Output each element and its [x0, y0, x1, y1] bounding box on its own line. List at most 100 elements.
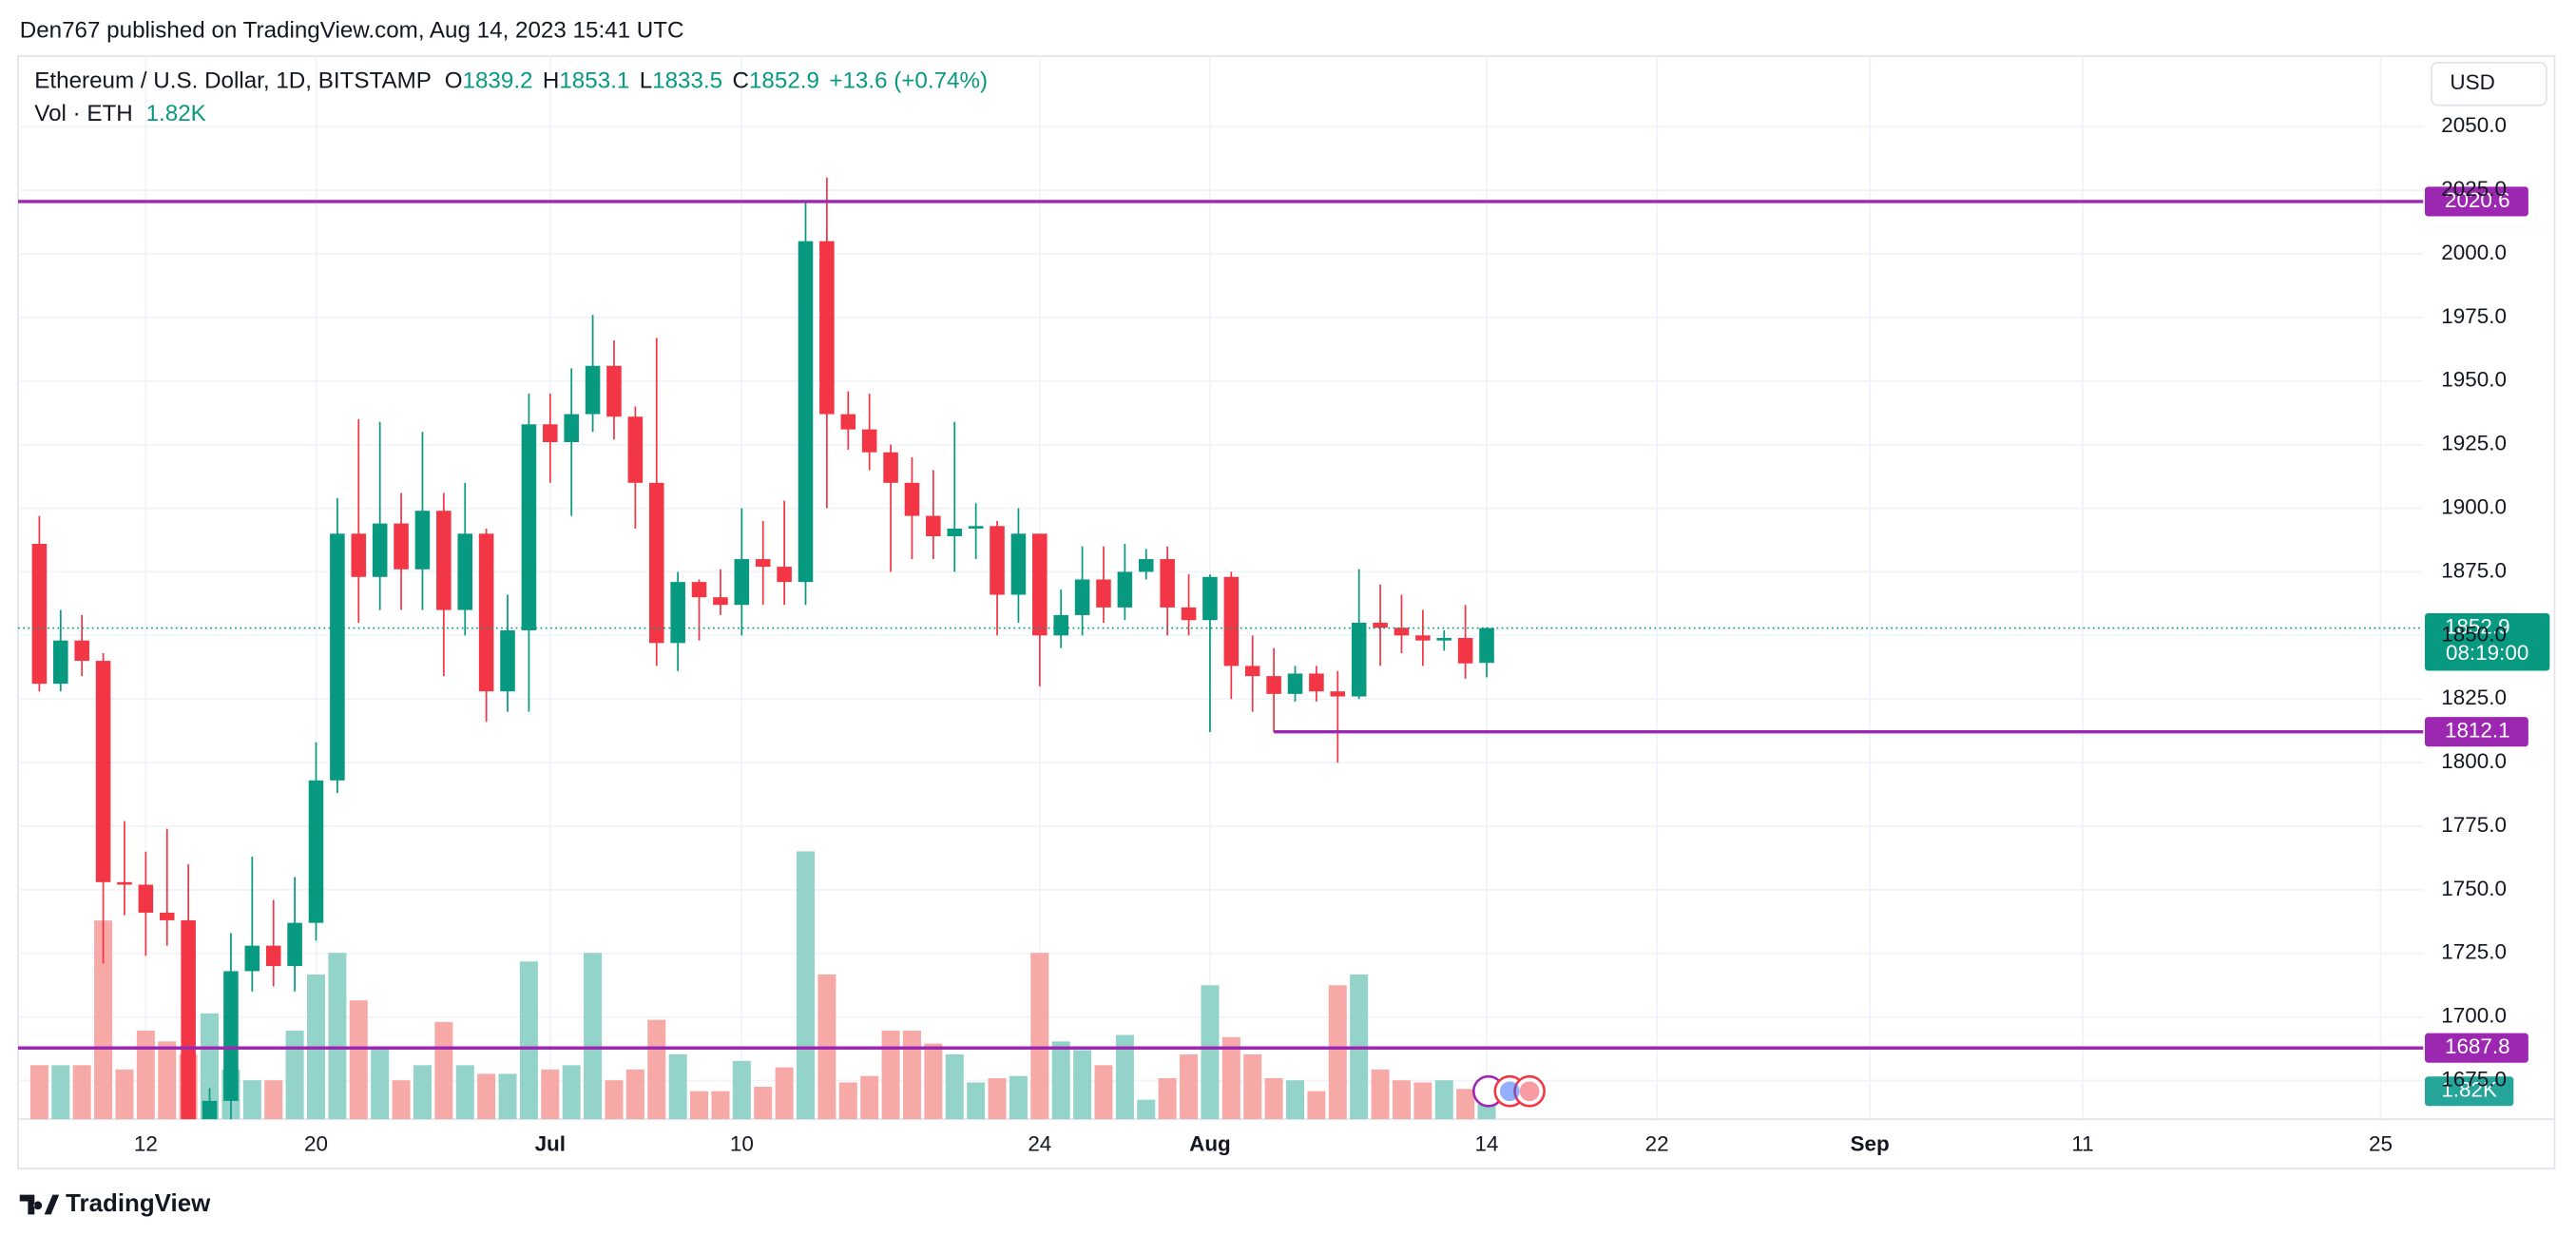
volume-bar [1158, 1077, 1177, 1120]
volume-bar [328, 953, 347, 1120]
candle-body [265, 945, 281, 967]
volume-bar [838, 1082, 857, 1120]
candle-body [947, 528, 963, 536]
candle-body [31, 544, 48, 685]
level-tag-label: 2020.6 [2445, 188, 2510, 212]
volume-bar [201, 1013, 220, 1120]
legend-text: C [733, 68, 749, 94]
candle-body [1160, 559, 1175, 608]
candle-body [202, 1100, 218, 1120]
volume-bar [136, 1030, 155, 1120]
volume-bar [584, 953, 603, 1120]
volume-bar [967, 1082, 986, 1120]
candle-body [861, 429, 877, 453]
candle-body [1032, 533, 1048, 636]
x-tick-label: 25 [2369, 1132, 2393, 1156]
currency-label: USD [2450, 70, 2494, 94]
volume-bar [1201, 985, 1220, 1120]
last-price-tag [2424, 613, 2550, 671]
volume-bar [285, 1030, 304, 1120]
volume-bar [1094, 1065, 1113, 1120]
volume-tag [2424, 1076, 2514, 1107]
volume-bar [1264, 1077, 1283, 1120]
volume-bar [519, 961, 538, 1120]
volume-bar [158, 1041, 177, 1120]
volume-bar [732, 1060, 751, 1120]
volume-bar [1115, 1034, 1134, 1120]
volume-bar [1051, 1041, 1070, 1120]
y-tick-label: 1725.0 [2441, 940, 2507, 964]
volume-bar [349, 1000, 368, 1120]
candle-body [414, 511, 431, 570]
candle-body [819, 241, 835, 415]
volume-bar [1180, 1053, 1199, 1120]
volume-bar [647, 1019, 666, 1120]
brand-logo [19, 1194, 60, 1215]
candle-body [521, 424, 537, 630]
volume-bar [1137, 1099, 1156, 1120]
candle-body [457, 533, 473, 610]
candle-body [1181, 607, 1197, 621]
candle-body [926, 515, 941, 536]
candle-body [394, 523, 409, 570]
candle-body [1287, 673, 1303, 694]
volume-bar [625, 1069, 644, 1120]
last-price-label: 1852.9 [2445, 614, 2510, 638]
legend-text: L [640, 68, 652, 94]
volume-bar [1413, 1082, 1432, 1120]
candle-body [436, 511, 452, 610]
candle-body [713, 597, 728, 606]
candle-body [1266, 676, 1281, 694]
currency-button[interactable] [2431, 61, 2547, 106]
volume-bar [1434, 1080, 1453, 1120]
level-tag-label: 1812.1 [2445, 719, 2510, 743]
level-tag-label: 1687.8 [2445, 1034, 2510, 1058]
candle-body [117, 881, 132, 885]
volume-bar [860, 1075, 879, 1120]
level-tag [2424, 186, 2528, 217]
volume-bar [1243, 1053, 1262, 1120]
candle-body [585, 365, 601, 415]
level-tag [2424, 717, 2528, 747]
candle-body [244, 945, 260, 972]
volume-bar [371, 1048, 390, 1120]
y-tick-label: 1950.0 [2441, 368, 2507, 392]
volume-bar [1009, 1075, 1028, 1120]
volume-tag-label: 1.82K [2441, 1078, 2497, 1102]
candle-body [777, 567, 792, 583]
candle-body [1053, 614, 1068, 636]
volume-bar [541, 1069, 560, 1120]
volume-bar [775, 1067, 794, 1120]
x-tick-label: Sep [1850, 1132, 1889, 1156]
candle-body [53, 640, 68, 685]
volume-bar [434, 1021, 453, 1120]
legend-text: H [543, 68, 559, 94]
volume-bar [562, 1065, 581, 1120]
candle-body [500, 629, 515, 692]
x-tick-label: Aug [1189, 1132, 1231, 1156]
volume-bar [1392, 1080, 1411, 1120]
volume-bar [690, 1091, 709, 1120]
candle-body [138, 884, 154, 913]
candle-body [330, 533, 345, 781]
candle-body [1330, 691, 1346, 697]
volume-bar [498, 1073, 517, 1120]
y-tick-label: 1800.0 [2441, 749, 2507, 773]
y-tick-label: 1825.0 [2441, 686, 2507, 709]
x-tick-label: 14 [1475, 1132, 1499, 1156]
candle-body [968, 526, 984, 529]
candle-body [1138, 559, 1154, 572]
y-tick-label: 1975.0 [2441, 304, 2507, 328]
candle-body [1394, 628, 1410, 636]
candle-body [1244, 666, 1260, 677]
candle-body [95, 661, 111, 882]
y-tick-label: 1675.0 [2441, 1067, 2507, 1091]
candle-body [1117, 571, 1133, 608]
legend-text: O [445, 68, 463, 94]
brand-name: TradingView [66, 1190, 211, 1217]
candle-body [798, 241, 814, 583]
volume-bar [1307, 1091, 1326, 1120]
volume-pane [29, 851, 1496, 1120]
volume-bar [1221, 1036, 1240, 1120]
